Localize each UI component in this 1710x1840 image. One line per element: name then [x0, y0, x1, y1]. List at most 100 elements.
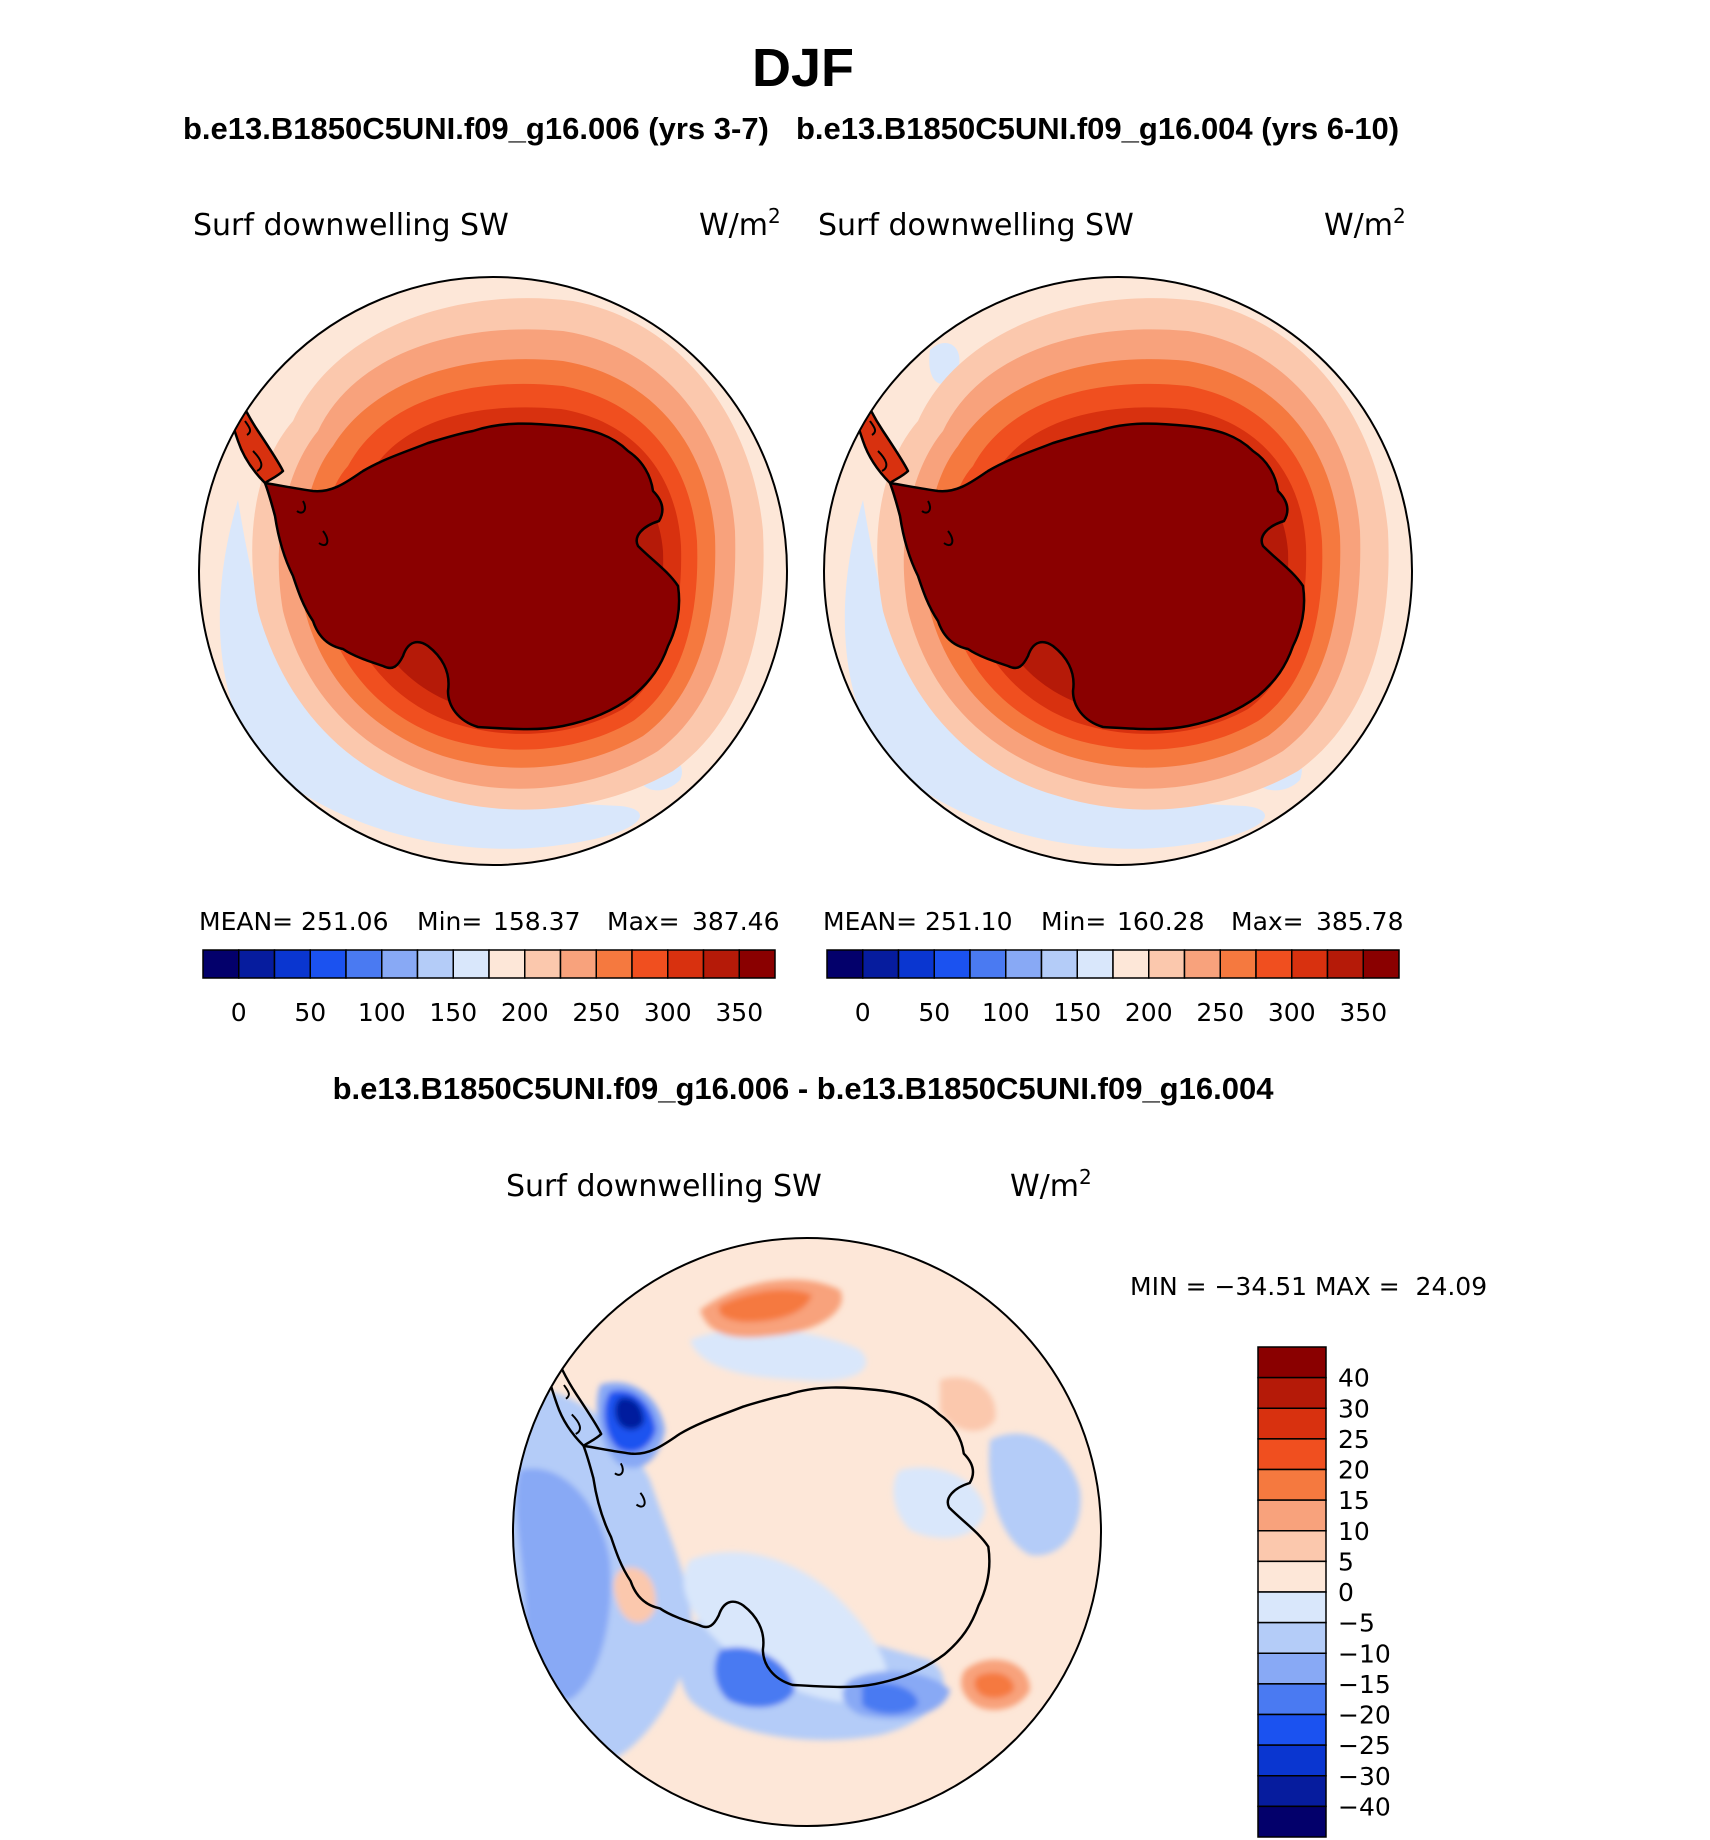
coast-detail-right — [869, 420, 954, 547]
colorbar-diff-tick-label: −40 — [1338, 1792, 1391, 1821]
colorbar-diff-tick-label: 10 — [1338, 1517, 1370, 1546]
colorbar-diff-tick-label: −5 — [1338, 1609, 1375, 1638]
diff-neg-interior — [683, 1552, 888, 1703]
colorbar-left-swatch — [452, 949, 490, 979]
inner-red-blob-left — [380, 517, 470, 556]
colorbar-left-tick-label: 350 — [715, 998, 763, 1027]
colorbar-diff-swatch — [1257, 1683, 1327, 1716]
colorbar-diff-tick-label: −30 — [1338, 1762, 1391, 1791]
colorbar-diff-tick-label: 20 — [1338, 1456, 1370, 1485]
panel-left: Surf downwelling SW W/m2 MEAN= 2 — [193, 204, 788, 1027]
colorbar-right-tick-label: 200 — [1125, 998, 1173, 1027]
min-label-right: Min= — [1041, 907, 1106, 936]
colorbar-right-swatch — [1362, 949, 1400, 979]
colorbar-left-tick-label: 0 — [231, 998, 247, 1027]
colorbar-diff-tick-label: −10 — [1338, 1639, 1391, 1668]
colorbar-diff-swatch — [1257, 1438, 1327, 1471]
colorbar-left-swatch — [667, 949, 705, 979]
diff-neg-strong — [714, 1647, 795, 1708]
colorbar-right-swatch — [1076, 949, 1114, 979]
colorbar-diff-swatch — [1257, 1407, 1327, 1440]
colorbar-diff-swatch — [1257, 1652, 1327, 1685]
map-right — [824, 277, 1412, 865]
stats-left: MEAN= 251.06 Min= 158.37 Max= 387.46 — [199, 907, 779, 936]
diff-neg-west2 — [516, 1468, 611, 1700]
mean-value-right: 251.10 — [925, 907, 1012, 936]
diff-pos-west — [613, 1567, 656, 1623]
colorbar-diff-swatch — [1257, 1530, 1327, 1563]
diff-caption: b.e13.B1850C5UNI.f09_g16.006 - b.e13.B18… — [333, 1071, 1275, 1106]
diff-pos-north-core — [719, 1289, 812, 1322]
panel-left-variable: Surf downwelling SW — [193, 208, 509, 243]
colorbar-diff-tick-label: −15 — [1338, 1670, 1391, 1699]
diff-neg-north — [690, 1329, 867, 1381]
panel-diff-variable: Surf downwelling SW — [506, 1169, 822, 1204]
map-left — [199, 277, 787, 865]
figure-title: DJF — [752, 38, 854, 98]
diff-neg-strong2 — [862, 1682, 919, 1715]
colorbar-left-tick-label: 300 — [644, 998, 692, 1027]
diff-neg-peninsula-core — [614, 1397, 644, 1430]
caption-right: b.e13.B1850C5UNI.f09_g16.004 (yrs 6-10) — [796, 111, 1399, 146]
diff-pos-east-core — [974, 1672, 1015, 1699]
colorbar-diff-swatch — [1257, 1775, 1327, 1808]
colorbar-right-swatch — [1326, 949, 1364, 979]
colorbar-left — [202, 949, 776, 979]
colorbar-diff-swatch — [1257, 1713, 1327, 1746]
panel-diff: Surf downwelling SW W/m2 MIN = −34.51 MA… — [506, 1165, 1487, 1838]
colorbar-left-swatch — [595, 949, 633, 979]
colorbar-diff-swatch — [1257, 1744, 1327, 1777]
colorbar-diff-tick-label: 40 — [1338, 1364, 1370, 1393]
colorbar-left-tick-label: 200 — [501, 998, 549, 1027]
coast-detail-left — [244, 420, 329, 547]
colorbar-left-tick-label: 50 — [294, 998, 326, 1027]
colorbar-left-swatch — [202, 949, 240, 979]
max-value-left: 387.46 — [692, 907, 779, 936]
colorbar-left-swatch — [381, 949, 419, 979]
mean-value-left: 251.06 — [301, 907, 388, 936]
colorbar-right-swatch — [826, 949, 864, 979]
colorbar-diff — [1257, 1346, 1327, 1838]
colorbar-diff-swatch — [1257, 1376, 1327, 1409]
panel-right-variable: Surf downwelling SW — [818, 208, 1134, 243]
max-value-right: 385.78 — [1316, 907, 1403, 936]
antarctica-land-right — [888, 422, 1306, 731]
colorbar-right-tick-label: 300 — [1268, 998, 1316, 1027]
colorbar-right-swatch — [1040, 949, 1078, 979]
colorbar-left-ticks: 0 50 100 150 200 250 300 350 — [231, 998, 763, 1027]
panel-right: Surf downwelling SW W/m2 MEAN= 2 — [818, 204, 1413, 1027]
colorbar-right-tick-label: 350 — [1339, 998, 1387, 1027]
colorbar-diff-swatch — [1257, 1499, 1327, 1532]
colorbar-left-swatch — [309, 949, 347, 979]
colorbar-diff-tick-label: 15 — [1338, 1486, 1370, 1515]
max-label-left: Max= — [607, 907, 680, 936]
colorbar-diff-tick-label: −20 — [1338, 1701, 1391, 1730]
min-value-left: 158.37 — [493, 907, 580, 936]
colorbar-right-swatch — [933, 949, 971, 979]
colorbar-left-swatch — [524, 949, 562, 979]
colorbar-right-swatch — [969, 949, 1007, 979]
max-label-right: Max= — [1231, 907, 1304, 936]
mean-label-right: MEAN= — [823, 907, 917, 936]
colorbar-right-tick-label: 50 — [918, 998, 950, 1027]
colorbar-right-swatch — [1112, 949, 1150, 979]
panel-right-units: W/m2 — [1324, 204, 1406, 243]
colorbar-right-tick-label: 100 — [982, 998, 1030, 1027]
colorbar-left-tick-label: 250 — [572, 998, 620, 1027]
colorbar-diff-tick-label: 30 — [1338, 1394, 1370, 1423]
colorbar-left-swatch — [345, 949, 383, 979]
colorbar-diff-swatch — [1257, 1621, 1327, 1654]
colorbar-right-swatch — [1148, 949, 1186, 979]
colorbar-left-swatch — [238, 949, 276, 979]
colorbar-left-swatch — [273, 949, 311, 979]
low-band-right — [844, 500, 1265, 849]
colorbar-left-tick-label: 100 — [358, 998, 406, 1027]
diff-neg-east — [989, 1433, 1081, 1556]
colorbar-left-swatch — [488, 949, 526, 979]
colorbar-diff-swatch — [1257, 1468, 1327, 1501]
colorbar-right-swatch — [1005, 949, 1043, 979]
stats-right: MEAN= 251.10 Min= 160.28 Max= 385.78 — [823, 907, 1403, 936]
colorbar-diff-tick-label: 5 — [1338, 1547, 1354, 1576]
